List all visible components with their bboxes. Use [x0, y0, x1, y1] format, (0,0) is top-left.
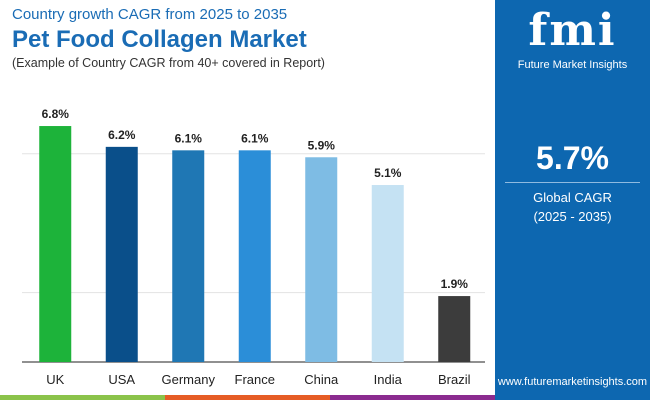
chart-title: Pet Food Collagen Market: [12, 26, 307, 53]
data-label: 6.8%: [42, 107, 70, 121]
x-tick-label: India: [374, 372, 403, 387]
chart-subtitle: Country growth CAGR from 2025 to 2035: [12, 6, 288, 23]
bar-france: [238, 150, 271, 362]
info-panel: fmi Future Market Insights 5.7% Global C…: [495, 0, 650, 400]
x-tick-label: UK: [46, 372, 64, 387]
divider: [505, 182, 640, 183]
strip-orange: [165, 395, 330, 400]
global-cagr-value: 5.7%: [536, 140, 609, 176]
x-tick-label: USA: [108, 372, 135, 387]
fmi-logo: fmi: [528, 5, 617, 56]
bar-brazil: [438, 296, 471, 362]
strip-purple: [330, 395, 495, 400]
bar-chart: 6.8% UK 6.2% USA 6.1% Germany 6.1% France 5.9% Ch…: [22, 107, 485, 387]
chart-note: (Example of Country CAGR from 40+ covere…: [12, 56, 325, 70]
x-tick-label: Brazil: [438, 372, 471, 387]
cagr-period: (2025 - 2035): [533, 209, 612, 224]
data-label: 5.9%: [308, 138, 336, 152]
global-cagr-label: Global CAGR (2025 - 2035): [495, 188, 650, 226]
bar-china: [305, 157, 338, 362]
x-tick-label: France: [235, 372, 275, 387]
data-label: 1.9%: [441, 277, 469, 291]
bar-uk: [39, 126, 72, 362]
bar-germany: [172, 150, 205, 362]
logo-text: Future Market Insights: [517, 59, 628, 71]
data-label: 6.1%: [241, 131, 269, 145]
website-link[interactable]: www.futuremarketinsights.com: [497, 376, 648, 388]
x-tick-label: Germany: [162, 372, 216, 387]
strip-green: [0, 395, 165, 400]
cagr-label: Global CAGR: [533, 190, 612, 205]
x-tick-label: China: [304, 372, 339, 387]
bar-india: [371, 185, 404, 362]
data-label: 6.2%: [108, 128, 136, 142]
data-label: 6.1%: [175, 131, 203, 145]
bar-usa: [105, 146, 138, 362]
data-label: 5.1%: [374, 166, 402, 180]
